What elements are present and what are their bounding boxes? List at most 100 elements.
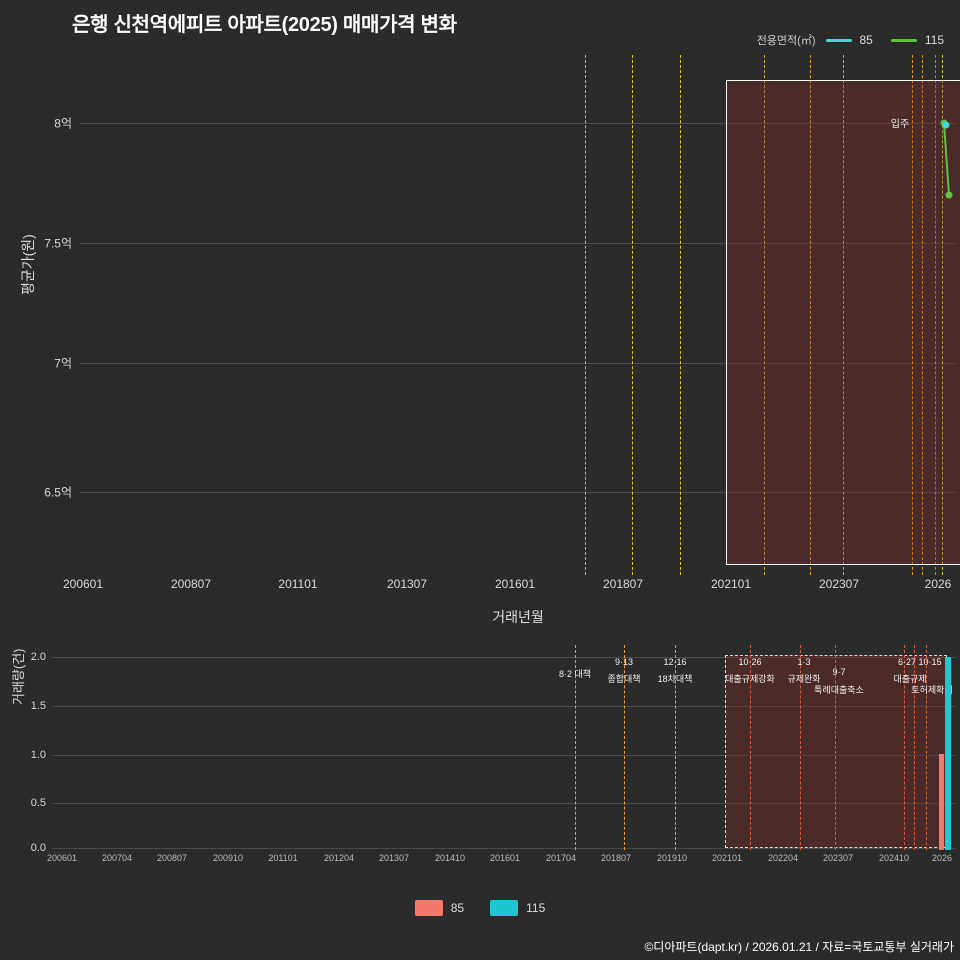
legend-swatch-85 bbox=[414, 900, 443, 916]
volume-y-tick: 1.0 bbox=[30, 749, 46, 761]
price-y-tick: 6.5억 bbox=[44, 485, 72, 500]
series-115-line bbox=[943, 122, 950, 196]
policy-line bbox=[942, 55, 943, 575]
policy-sublabel: 대출규제 bbox=[893, 674, 927, 684]
gridline bbox=[80, 492, 956, 493]
price-y-tick: 7억 bbox=[54, 356, 72, 371]
price-x-tick: 202307 bbox=[818, 577, 860, 591]
policy-sublabel: 18차대책 bbox=[657, 674, 693, 684]
policy-label: 9·7 bbox=[832, 667, 846, 677]
policy-line bbox=[680, 55, 681, 575]
volume-x-tick: 201101 bbox=[268, 853, 298, 863]
volume-y-tick: 1.5 bbox=[30, 700, 46, 712]
volume-x-tick: 201704 bbox=[545, 853, 577, 863]
volume-x-tick: 201807 bbox=[600, 853, 632, 863]
volume-x-tick: 201204 bbox=[323, 853, 355, 863]
legend-item-85[interactable]: 85 bbox=[414, 900, 465, 916]
volume-x-tick: 202101 bbox=[711, 853, 743, 863]
volume-x-tick: 201910 bbox=[656, 853, 688, 863]
volume-y-tick: 0.5 bbox=[30, 797, 46, 809]
annotation-move-in: 입주 bbox=[890, 119, 910, 130]
legend-label-85: 85 bbox=[450, 901, 465, 915]
legend-item-115[interactable]: 115 bbox=[490, 900, 545, 916]
data-point-85 bbox=[942, 121, 950, 129]
policy-sublabel: 대출규제강화 bbox=[725, 674, 775, 684]
volume-x-tick: 200807 bbox=[156, 853, 188, 863]
policy-label: 10·15 bbox=[918, 657, 942, 667]
footer-credit: ©디아파트(dapt.kr) / 2026.01.21 / 자료=국토교통부 실… bbox=[644, 940, 954, 954]
volume-y-axis-title: 거래량(건) bbox=[11, 648, 26, 706]
policy-line bbox=[624, 645, 625, 850]
policy-line bbox=[922, 55, 923, 575]
volume-x-tick: 202204 bbox=[767, 853, 799, 863]
legend-top: 전용면적(㎡) 85 115 bbox=[757, 32, 954, 48]
highlight-region bbox=[726, 80, 960, 565]
page-title: 은행 신천역에피트 아파트(2025) 매매가격 변화 bbox=[72, 14, 457, 36]
volume-chart: 거래량(건) 2.0 1.5 1.0 0.5 0.0 bbox=[11, 645, 956, 863]
price-x-tick: 201807 bbox=[602, 577, 644, 591]
gridline bbox=[52, 755, 956, 756]
policy-label: 6·27 bbox=[897, 657, 917, 667]
legend-bottom: 85 115 bbox=[0, 900, 960, 916]
volume-x-tick: 200601 bbox=[46, 853, 78, 863]
policy-sublabel: 종합대책 bbox=[607, 674, 641, 684]
volume-x-tick: 202410 bbox=[878, 853, 910, 863]
policy-line bbox=[764, 55, 765, 575]
policy-label: 8·2 대책 bbox=[558, 669, 592, 679]
policy-line bbox=[935, 55, 936, 575]
volume-x-tick: 2026 bbox=[931, 853, 953, 863]
gridline bbox=[80, 363, 956, 364]
policy-sublabel: 규제완화 bbox=[787, 674, 821, 684]
volume-x-tick: 200910 bbox=[212, 853, 244, 863]
policy-line bbox=[585, 55, 586, 575]
price-x-tick: 200601 bbox=[62, 577, 104, 591]
legend-swatch-115 bbox=[490, 900, 519, 916]
policy-line bbox=[835, 645, 836, 850]
volume-bar-115 bbox=[945, 657, 951, 850]
volume-x-tick: 201410 bbox=[434, 853, 466, 863]
price-x-axis-title: 거래년월 bbox=[492, 609, 544, 625]
price-y-axis-title: 평균가(원) bbox=[20, 234, 36, 295]
policy-label: 1·3 bbox=[797, 657, 811, 667]
legend-top-name-115: 115 bbox=[924, 33, 944, 47]
gridline bbox=[80, 243, 956, 244]
price-y-tick: 7.5억 bbox=[44, 236, 72, 251]
volume-x-tick: 200704 bbox=[101, 853, 133, 863]
policy-line bbox=[912, 55, 913, 575]
policy-sublabel: 토허제확대 bbox=[911, 685, 953, 695]
policy-line bbox=[914, 645, 915, 850]
price-y-tick: 8억 bbox=[54, 116, 72, 131]
policy-label: 12·16 bbox=[663, 657, 687, 667]
legend-top-name-85: 85 bbox=[859, 33, 873, 47]
volume-x-tick: 201601 bbox=[489, 853, 521, 863]
policy-line bbox=[810, 55, 811, 575]
policy-line bbox=[904, 645, 905, 850]
price-x-tick: 200807 bbox=[170, 577, 212, 591]
price-x-tick: 2026 bbox=[924, 577, 952, 591]
volume-y-tick: 2.0 bbox=[30, 651, 46, 663]
policy-sublabel: 특례대출축소 bbox=[814, 685, 864, 695]
policy-line bbox=[575, 645, 576, 850]
policy-line bbox=[926, 645, 927, 850]
price-x-tick: 202101 bbox=[710, 577, 752, 591]
price-x-tick: 201101 bbox=[278, 577, 318, 591]
volume-bar-85 bbox=[939, 754, 944, 850]
volume-x-tick: 202307 bbox=[822, 853, 854, 863]
policy-line bbox=[632, 55, 633, 575]
price-chart: 평균가(원) 8억 7.5억 7억 6.5억 bbox=[20, 55, 960, 625]
volume-plot-area: 2.0 1.5 1.0 0.5 0.0 8·2 대책 9·13 종합대책 12·… bbox=[31, 645, 956, 863]
volume-x-tick: 201307 bbox=[378, 853, 410, 863]
gridline bbox=[52, 848, 956, 849]
gridline bbox=[52, 803, 956, 804]
gridline bbox=[52, 657, 956, 658]
legend-top-swatch-85 bbox=[825, 38, 852, 42]
policy-line bbox=[800, 645, 801, 850]
price-plot-area: 8억 7.5억 7억 6.5억 입주 bbox=[44, 55, 960, 591]
policy-line bbox=[843, 55, 844, 575]
price-x-tick: 201307 bbox=[386, 577, 428, 591]
legend-label-115: 115 bbox=[526, 901, 546, 915]
gridline bbox=[52, 706, 956, 707]
policy-line bbox=[750, 645, 751, 850]
volume-y-tick: 0.0 bbox=[30, 842, 46, 854]
policy-label: 10·26 bbox=[738, 657, 762, 667]
